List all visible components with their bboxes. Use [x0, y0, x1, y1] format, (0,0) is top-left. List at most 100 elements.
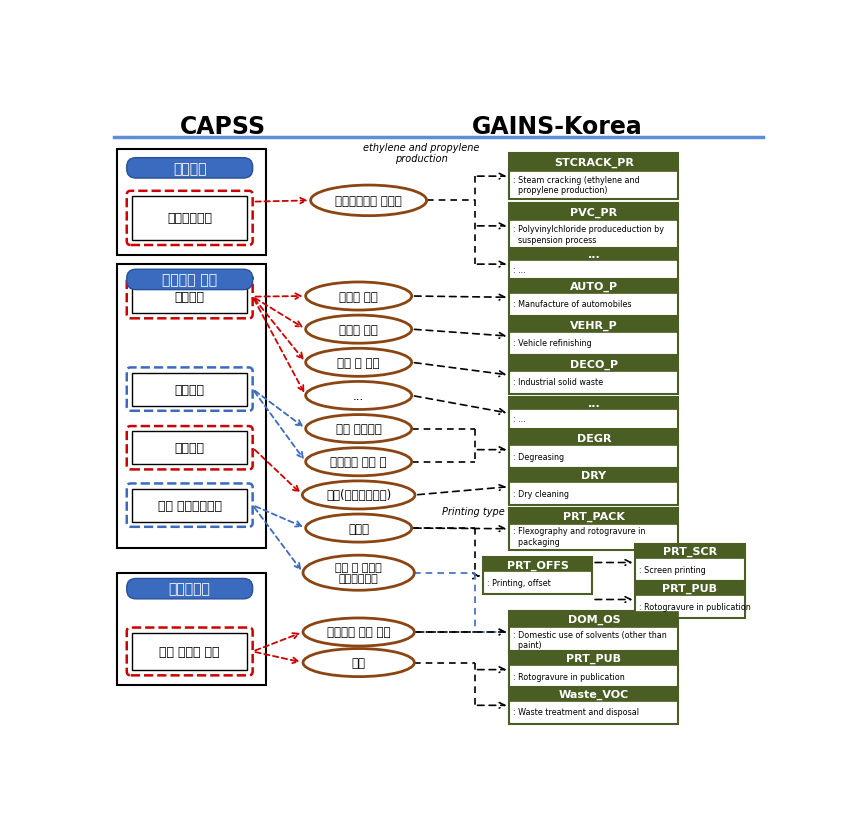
Text: ...: ...: [353, 390, 364, 403]
FancyBboxPatch shape: [127, 628, 253, 676]
Bar: [510, 154, 678, 171]
Text: DEGR: DEGR: [576, 433, 611, 443]
Text: 금속 세정공정: 금속 세정공정: [336, 423, 381, 436]
FancyBboxPatch shape: [127, 368, 253, 411]
Text: : Vehicle refinishing: : Vehicle refinishing: [513, 339, 592, 348]
Ellipse shape: [303, 619, 415, 646]
Text: PRT_OFFS: PRT_OFFS: [507, 560, 569, 570]
Bar: [510, 318, 678, 332]
Ellipse shape: [306, 514, 412, 543]
Text: 건축 및 건물: 건축 및 건물: [338, 356, 380, 370]
Text: ...: ...: [587, 250, 600, 260]
FancyBboxPatch shape: [127, 159, 253, 179]
Text: 석유제품산업: 석유제품산업: [168, 213, 212, 225]
Text: : Rotogravure in publication: : Rotogravure in publication: [513, 672, 625, 681]
Bar: [510, 432, 678, 469]
Text: 자동차 제조: 자동차 제조: [339, 290, 378, 304]
FancyBboxPatch shape: [127, 270, 253, 290]
Bar: [510, 652, 678, 666]
Bar: [132, 489, 247, 522]
Text: 생산공정: 생산공정: [173, 161, 206, 175]
Text: 도장시설: 도장시설: [174, 291, 204, 304]
FancyBboxPatch shape: [127, 275, 253, 319]
Text: : Rotogravure in publication: : Rotogravure in publication: [640, 602, 751, 611]
Text: : ...: : ...: [513, 266, 526, 275]
Text: : Manufacture of automobiles: : Manufacture of automobiles: [513, 300, 632, 309]
Bar: [510, 249, 678, 280]
Bar: [117, 151, 266, 256]
Text: 세정시설: 세정시설: [174, 383, 204, 396]
Text: : ...: : ...: [513, 415, 526, 424]
Text: 기타 유기용제사용: 기타 유기용제사용: [157, 499, 221, 512]
Text: : Dry cleaning: : Dry cleaning: [513, 489, 569, 498]
Text: ethylene and propylene
production: ethylene and propylene production: [363, 142, 480, 165]
Ellipse shape: [303, 556, 415, 590]
FancyBboxPatch shape: [127, 579, 253, 599]
Bar: [510, 398, 678, 410]
Text: 전자부품 제조 등: 전자부품 제조 등: [330, 456, 387, 469]
Ellipse shape: [306, 283, 412, 311]
Text: 가정 및 상업용
유기용제사용: 가정 및 상업용 유기용제사용: [335, 562, 382, 584]
Text: PRT_SCR: PRT_SCR: [663, 547, 717, 557]
Bar: [635, 581, 745, 619]
FancyBboxPatch shape: [127, 427, 253, 470]
Bar: [510, 508, 678, 524]
Bar: [510, 357, 678, 394]
Text: CAPSS: CAPSS: [180, 115, 266, 139]
Bar: [510, 611, 678, 653]
Text: : Steam cracking (ethylene and
  propylene production): : Steam cracking (ethylene and propylene…: [513, 175, 640, 195]
Text: 기타 폐기물 처리: 기타 폐기물 처리: [159, 645, 220, 658]
Ellipse shape: [303, 649, 415, 676]
Bar: [510, 469, 678, 483]
Text: STCRACK_PR: STCRACK_PR: [554, 158, 634, 168]
Text: : Flexography and rotogravure in
  packaging: : Flexography and rotogravure in packagi…: [513, 527, 646, 546]
Bar: [510, 687, 678, 701]
Bar: [132, 633, 247, 671]
Text: 폐기물처리: 폐기물처리: [168, 582, 210, 596]
Text: : Domestic use of solvents (other than
  paint): : Domestic use of solvents (other than p…: [513, 630, 667, 649]
Ellipse shape: [306, 415, 412, 443]
Text: Waste_VOC: Waste_VOC: [559, 689, 629, 699]
Text: 매립: 매립: [351, 657, 366, 669]
Bar: [510, 652, 678, 688]
Bar: [132, 197, 247, 241]
Bar: [510, 280, 678, 317]
Text: DECO_P: DECO_P: [569, 359, 618, 370]
Bar: [510, 154, 678, 200]
Ellipse shape: [306, 448, 412, 476]
Bar: [510, 469, 678, 505]
Text: PVC_PR: PVC_PR: [570, 208, 617, 218]
Text: ...: ...: [587, 399, 600, 409]
Text: : Screen printing: : Screen printing: [640, 565, 706, 574]
Bar: [635, 544, 745, 581]
Ellipse shape: [306, 349, 412, 377]
Bar: [510, 280, 678, 294]
Text: 유기용제 시용: 유기용제 시용: [162, 273, 217, 287]
Bar: [510, 203, 678, 250]
Ellipse shape: [303, 481, 415, 509]
Text: DOM_OS: DOM_OS: [568, 614, 620, 624]
FancyBboxPatch shape: [127, 484, 253, 527]
Text: : Industrial solid waste: : Industrial solid waste: [513, 378, 604, 387]
Bar: [117, 265, 266, 548]
Text: : Polyvinylchloride produceduction by
  suspension process: : Polyvinylchloride produceduction by su…: [513, 225, 664, 245]
Bar: [635, 581, 745, 595]
Bar: [635, 544, 745, 558]
Text: 유기화학제품 제조업: 유기화학제품 제조업: [335, 194, 402, 208]
Text: PRT_PUB: PRT_PUB: [663, 583, 717, 594]
Bar: [510, 249, 678, 261]
Text: : Degreasing: : Degreasing: [513, 452, 564, 461]
Text: : Waste treatment and disposal: : Waste treatment and disposal: [513, 708, 640, 716]
Text: PRT_PUB: PRT_PUB: [566, 653, 622, 663]
Text: Printing type: Printing type: [441, 507, 504, 517]
Ellipse shape: [306, 382, 412, 410]
Bar: [132, 373, 247, 406]
Text: VEHR_P: VEHR_P: [570, 320, 618, 331]
FancyBboxPatch shape: [127, 192, 253, 246]
Bar: [510, 203, 678, 221]
Bar: [510, 508, 678, 550]
Bar: [510, 398, 678, 430]
Text: AUTO_P: AUTO_P: [569, 281, 618, 292]
Bar: [132, 280, 247, 313]
Text: 인쇄업: 인쇄업: [348, 522, 369, 535]
